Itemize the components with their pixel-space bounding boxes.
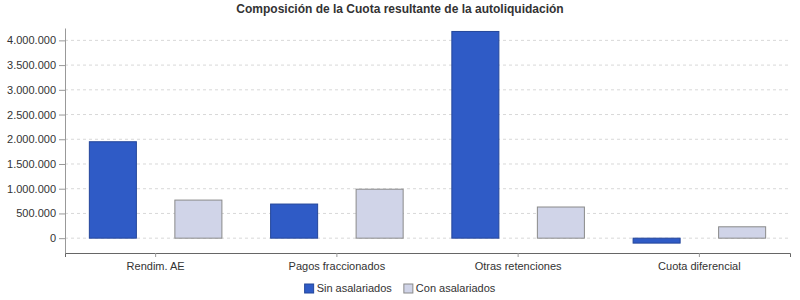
bar xyxy=(89,142,136,238)
y-tick-mark xyxy=(59,40,65,41)
bar xyxy=(537,207,584,238)
grid-line xyxy=(65,163,790,164)
bar xyxy=(175,200,222,238)
y-tick-label: 500.000 xyxy=(16,207,56,219)
bar xyxy=(452,31,499,238)
legend-swatch xyxy=(305,284,314,293)
x-tick-mark xyxy=(699,253,700,257)
y-tick-label: 2.500.000 xyxy=(7,109,56,121)
x-tick-label: Cuota diferencial xyxy=(658,260,741,272)
series xyxy=(175,189,766,238)
title: Composición de la Cuota resultante de la… xyxy=(236,2,563,16)
grid-line xyxy=(65,139,790,140)
grid-line xyxy=(65,114,790,115)
chart: Composición de la Cuota resultante de la… xyxy=(0,0,800,300)
y-tick: 1.500.000 xyxy=(7,158,65,170)
grid-line xyxy=(65,213,790,214)
grid-line xyxy=(65,89,790,90)
y-tick: 2.000.000 xyxy=(7,133,65,145)
legend-label: Con asalariados xyxy=(416,282,496,294)
bar xyxy=(271,204,318,238)
y-tick-label: 3.500.000 xyxy=(7,59,56,71)
x-tick: Cuota diferencial xyxy=(658,253,741,272)
y-tick-mark xyxy=(59,164,65,165)
y-tick: 0 xyxy=(50,232,65,244)
bar xyxy=(356,189,403,238)
y-tick: 4.000.000 xyxy=(7,34,65,46)
legend-item: Con asalariados xyxy=(404,282,496,294)
x-tick-label: Rendim. AE xyxy=(127,260,185,272)
bar xyxy=(633,238,680,243)
y-axis: 0 500.000 1.000.000 1.500.000 2.000.000 2.500… xyxy=(7,29,65,254)
x-tick-mark xyxy=(518,253,519,257)
y-tick-label: 3.000.000 xyxy=(7,84,56,96)
legend-label: Sin asalariados xyxy=(317,282,393,294)
y-axis-line xyxy=(65,29,66,254)
series xyxy=(89,31,680,243)
legend: Sin asalariados Con asalariados xyxy=(305,282,496,294)
bar xyxy=(719,227,766,238)
y-tick-mark xyxy=(59,213,65,214)
x-tick-mark xyxy=(336,253,337,257)
y-tick-label: 0 xyxy=(50,232,56,244)
grid-line xyxy=(65,65,790,66)
y-tick-label: 4.000.000 xyxy=(7,34,56,46)
grid xyxy=(65,40,790,238)
y-tick: 500.000 xyxy=(16,207,65,219)
y-tick: 3.500.000 xyxy=(7,59,65,71)
grid-line xyxy=(65,40,790,41)
y-tick: 3.000.000 xyxy=(7,84,65,96)
x-tick-label: Otras retenciones xyxy=(475,260,562,272)
x-axis-line xyxy=(66,254,791,258)
x-tick: Rendim. AE xyxy=(127,253,185,272)
y-tick-mark xyxy=(59,115,65,116)
y-tick: 1.000.000 xyxy=(7,183,65,195)
y-tick-mark xyxy=(59,238,65,239)
grid-line xyxy=(65,188,790,189)
x-tick: Otras retenciones xyxy=(475,253,562,272)
plot: 0 500.000 1.000.000 1.500.000 2.000.000 2.500… xyxy=(7,29,790,272)
x-tick: Pagos fraccionados xyxy=(289,253,386,272)
legend-swatch xyxy=(404,284,413,293)
y-tick-label: 1.500.000 xyxy=(7,158,56,170)
x-tick-label: Pagos fraccionados xyxy=(289,260,386,272)
grid-line xyxy=(65,238,790,239)
y-tick: 2.500.000 xyxy=(7,109,65,121)
legend-item: Sin asalariados xyxy=(305,282,393,294)
y-tick-mark xyxy=(59,189,65,190)
x-tick-mark xyxy=(155,253,156,257)
y-tick-mark xyxy=(59,139,65,140)
y-tick-mark xyxy=(59,90,65,91)
y-tick-label: 2.000.000 xyxy=(7,133,56,145)
y-tick-mark xyxy=(59,65,65,66)
x-axis: Rendim. AE Pagos fraccionados Otras retenc… xyxy=(66,253,791,272)
y-tick-label: 1.000.000 xyxy=(7,183,56,195)
bars xyxy=(89,31,765,243)
